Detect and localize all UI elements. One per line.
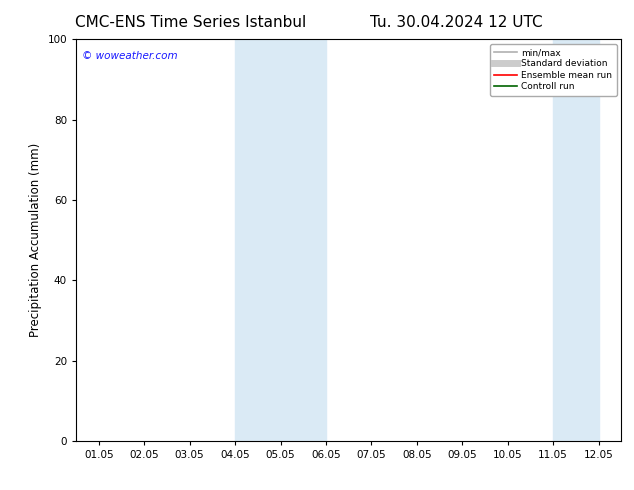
Y-axis label: Precipitation Accumulation (mm): Precipitation Accumulation (mm) [29, 143, 42, 337]
Bar [235, 39, 280, 441]
Text: CMC-ENS Time Series Istanbul: CMC-ENS Time Series Istanbul [75, 15, 306, 30]
Legend: min/max, Standard deviation, Ensemble mean run, Controll run: min/max, Standard deviation, Ensemble me… [489, 44, 617, 96]
Bar [553, 39, 598, 441]
Text: © woweather.com: © woweather.com [82, 51, 177, 61]
Text: Tu. 30.04.2024 12 UTC: Tu. 30.04.2024 12 UTC [370, 15, 543, 30]
Bar [280, 39, 326, 441]
